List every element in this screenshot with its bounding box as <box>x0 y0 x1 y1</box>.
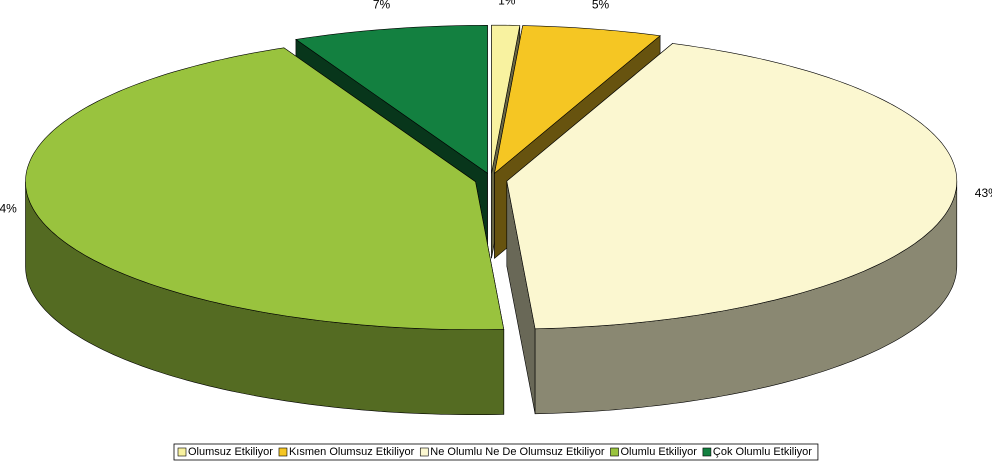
slice-top <box>494 25 661 175</box>
legend-label: Çok Olumlu Etkiliyor <box>713 446 812 458</box>
slice <box>25 47 505 415</box>
slice-top <box>491 24 521 174</box>
slice-top <box>295 24 488 174</box>
data-label: 5% <box>592 0 610 12</box>
data-label: 1% <box>498 0 516 8</box>
data-label: 44% <box>0 202 17 216</box>
legend-label: Ne Olumlu Ne De Olumsuz Etkiliyor <box>430 446 605 458</box>
legend-swatch <box>278 447 288 457</box>
legend-label: Olumsuz Etkiliyor <box>188 446 273 458</box>
legend-swatch <box>177 447 187 457</box>
slice-top <box>506 43 958 330</box>
legend: Olumsuz Etkiliyor Kısmen Olumsuz Etkiliyo… <box>173 443 819 461</box>
legend-label: Olumlu Etkiliyor <box>621 446 698 458</box>
data-label: 43% <box>975 186 992 200</box>
legend-swatch <box>610 447 619 457</box>
legend-label: Kısmen Olumsuz Etkiliyor <box>289 446 415 458</box>
data-label: 7% <box>373 0 391 12</box>
legend-swatch <box>419 447 429 457</box>
slice <box>506 42 958 415</box>
slice-top <box>25 47 505 330</box>
legend-box <box>173 443 819 461</box>
legend-swatch <box>702 447 712 457</box>
